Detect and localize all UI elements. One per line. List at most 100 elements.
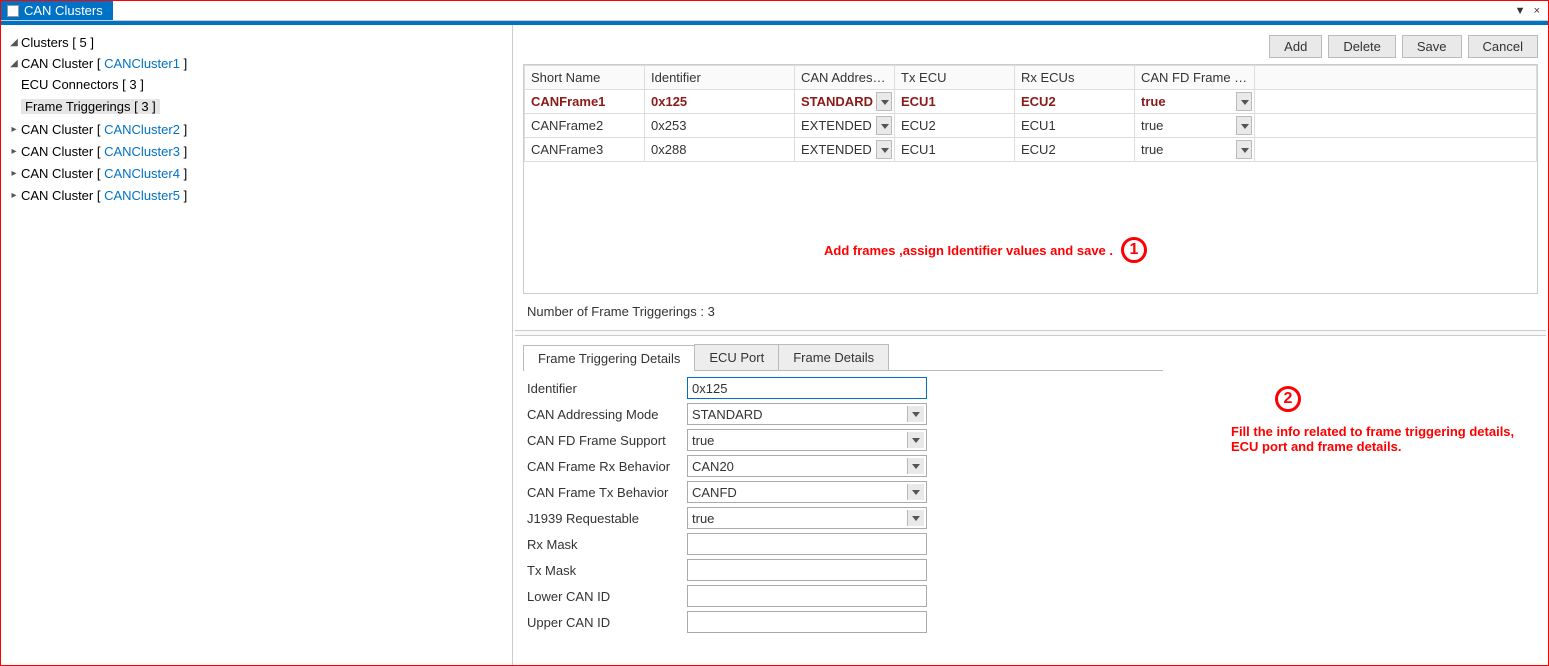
table-header-row: Short Name Identifier CAN Addressing... … [525, 66, 1537, 90]
select-value: CAN20 [692, 459, 734, 474]
close-icon[interactable]: × [1530, 5, 1544, 17]
col-identifier[interactable]: Identifier [645, 66, 795, 90]
annotation-2-badge: 2 [1275, 386, 1301, 412]
tree-ecu-connectors[interactable]: ECU Connectors [ 3 ] [1, 74, 512, 94]
cell-rx[interactable]: ECU2 [1015, 138, 1135, 162]
cancel-button[interactable]: Cancel [1468, 35, 1538, 58]
toolbar: Add Delete Save Cancel [513, 25, 1548, 64]
details-left: Frame Triggering Details ECU Port Frame … [523, 344, 1163, 665]
annotation-2-text-b: ECU port and frame details. [1231, 439, 1514, 454]
tree-item-link[interactable]: CANCluster1 [104, 56, 180, 71]
table-row[interactable]: CANFrame1 0x125 STANDARD ECU1 ECU2 true [525, 90, 1537, 114]
cell-filler [1255, 138, 1537, 162]
tree-cluster3[interactable]: ▸CAN Cluster [ CANCluster3 ] [1, 141, 512, 161]
select-value: true [692, 433, 714, 448]
tree-root-count: 5 [80, 35, 87, 50]
tree-item-label: CAN Cluster [21, 56, 93, 71]
expand-icon[interactable]: ▸ [7, 168, 21, 179]
col-addressing[interactable]: CAN Addressing... [795, 66, 895, 90]
tab-ecu-port[interactable]: ECU Port [694, 344, 779, 370]
input-lower[interactable] [687, 585, 927, 607]
cell-tx[interactable]: ECU1 [895, 138, 1015, 162]
select-j1939[interactable]: true [687, 507, 927, 529]
cell-id[interactable]: 0x253 [645, 114, 795, 138]
select-value: CANFD [692, 485, 737, 500]
tree-item-label: CAN Cluster [21, 122, 93, 137]
annotation-1-badge: 1 [1121, 237, 1147, 263]
expand-icon[interactable]: ▸ [7, 146, 21, 157]
cell-tx[interactable]: ECU2 [895, 114, 1015, 138]
cell-short[interactable]: CANFrame3 [525, 138, 645, 162]
cell-tx[interactable]: ECU1 [895, 90, 1015, 114]
cell-addr[interactable]: STANDARD [795, 90, 895, 114]
tree-root[interactable]: ◢ Clusters [ 5 ] [1, 32, 512, 52]
lbl-fd: CAN FD Frame Support [527, 433, 687, 448]
select-fd[interactable]: true [687, 429, 927, 451]
form: Identifier CAN Addressing ModeSTANDARD C… [523, 371, 1163, 635]
tree-item-link[interactable]: CANCluster2 [104, 122, 180, 137]
annotation-2: 2 Fill the info related to frame trigger… [1231, 386, 1514, 454]
pin-icon[interactable]: ▼ [1511, 5, 1530, 17]
cell-fd[interactable]: true [1135, 138, 1255, 162]
tree-item-label: CAN Cluster [21, 144, 93, 159]
lbl-j1939: J1939 Requestable [527, 511, 687, 526]
select-value: STANDARD [692, 407, 763, 422]
col-fd-support[interactable]: CAN FD Frame Su... [1135, 66, 1255, 90]
cell-addr[interactable]: EXTENDED [795, 138, 895, 162]
status-count: 3 [708, 304, 715, 319]
col-rx-ecus[interactable]: Rx ECUs [1015, 66, 1135, 90]
cell-rx[interactable]: ECU1 [1015, 114, 1135, 138]
collapse-icon[interactable]: ◢ [7, 37, 21, 48]
cell-short[interactable]: CANFrame2 [525, 114, 645, 138]
select-rxb[interactable]: CAN20 [687, 455, 927, 477]
window-controls: ▼ × [1511, 1, 1548, 20]
tree-cluster4[interactable]: ▸CAN Cluster [ CANCluster4 ] [1, 163, 512, 183]
cell-rx[interactable]: ECU2 [1015, 90, 1135, 114]
lbl-lower: Lower CAN ID [527, 589, 687, 604]
collapse-icon[interactable]: ◢ [7, 58, 21, 69]
grid-container: Short Name Identifier CAN Addressing... … [523, 64, 1538, 294]
right-panel: Add Delete Save Cancel Short Name Identi… [513, 25, 1548, 665]
save-button[interactable]: Save [1402, 35, 1462, 58]
select-value: true [692, 511, 714, 526]
window-tab[interactable]: CAN Clusters [1, 1, 113, 20]
cell-id[interactable]: 0x288 [645, 138, 795, 162]
tree-item-count: 3 [141, 99, 148, 114]
delete-button[interactable]: Delete [1328, 35, 1396, 58]
main: ◢ Clusters [ 5 ] ◢ CAN Cluster [ CANClus… [1, 25, 1548, 665]
tab-frame-triggering[interactable]: Frame Triggering Details [523, 345, 695, 371]
col-tx-ecu[interactable]: Tx ECU [895, 66, 1015, 90]
expand-icon[interactable]: ▸ [7, 190, 21, 201]
tree-item-link[interactable]: CANCluster5 [104, 188, 180, 203]
tree-cluster5[interactable]: ▸CAN Cluster [ CANCluster5 ] [1, 185, 512, 205]
expand-icon[interactable]: ▸ [7, 124, 21, 135]
select-mode[interactable]: STANDARD [687, 403, 927, 425]
lbl-upper: Upper CAN ID [527, 615, 687, 630]
tabs: Frame Triggering Details ECU Port Frame … [523, 344, 1163, 371]
col-short-name[interactable]: Short Name [525, 66, 645, 90]
tree-cluster1[interactable]: ◢ CAN Cluster [ CANCluster1 ] [1, 53, 512, 73]
input-identifier[interactable] [687, 377, 927, 399]
input-txmask[interactable] [687, 559, 927, 581]
tree-cluster2[interactable]: ▸CAN Cluster [ CANCluster2 ] [1, 119, 512, 139]
tab-frame-details[interactable]: Frame Details [778, 344, 889, 370]
tree-item-label: Frame Triggerings [25, 99, 130, 114]
cell-addr[interactable]: EXTENDED [795, 114, 895, 138]
grid-empty-area [524, 162, 1537, 293]
cell-fd[interactable]: true [1135, 90, 1255, 114]
select-txb[interactable]: CANFD [687, 481, 927, 503]
tree-item-label: CAN Cluster [21, 188, 93, 203]
input-upper[interactable] [687, 611, 927, 633]
tree-frame-triggerings[interactable]: Frame Triggerings [ 3 ] [1, 96, 512, 116]
add-button[interactable]: Add [1269, 35, 1322, 58]
details-panel: Frame Triggering Details ECU Port Frame … [513, 336, 1548, 665]
cell-fd[interactable]: true [1135, 114, 1255, 138]
table-row[interactable]: CANFrame2 0x253 EXTENDED ECU2 ECU1 true [525, 114, 1537, 138]
tree-item-link[interactable]: CANCluster3 [104, 144, 180, 159]
frames-table[interactable]: Short Name Identifier CAN Addressing... … [524, 65, 1537, 162]
table-row[interactable]: CANFrame3 0x288 EXTENDED ECU1 ECU2 true [525, 138, 1537, 162]
input-rxmask[interactable] [687, 533, 927, 555]
cell-short[interactable]: CANFrame1 [525, 90, 645, 114]
cell-id[interactable]: 0x125 [645, 90, 795, 114]
tree-item-link[interactable]: CANCluster4 [104, 166, 180, 181]
